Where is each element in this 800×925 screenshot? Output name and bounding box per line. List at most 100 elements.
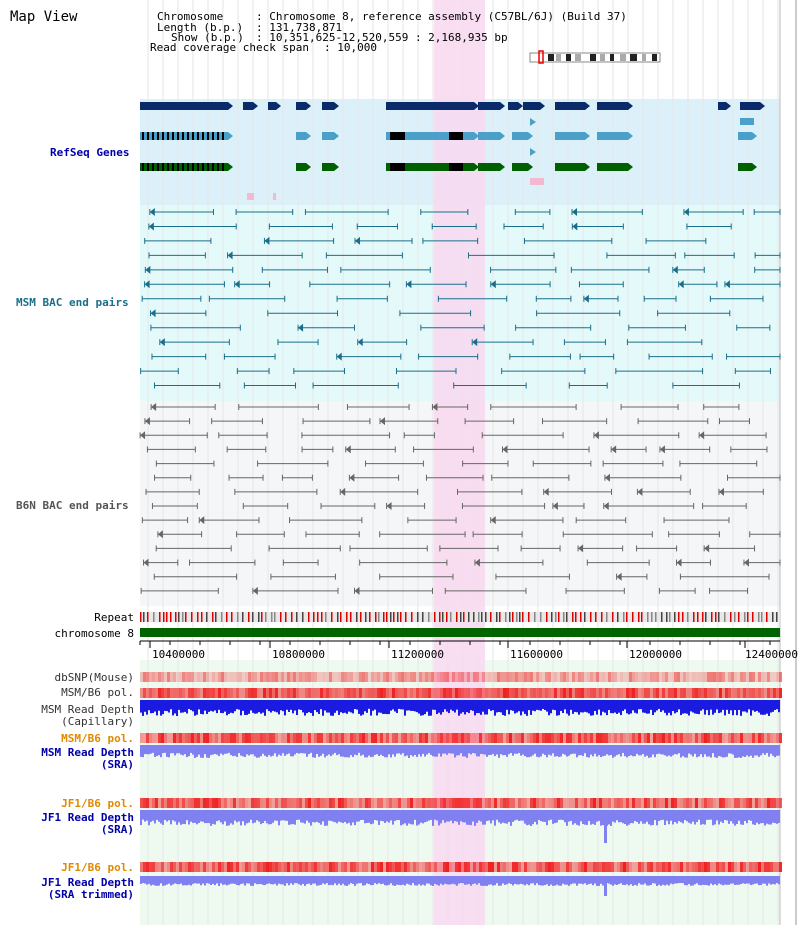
depth-bar [434, 700, 436, 710]
heat-cell [428, 862, 431, 872]
heat-cell [728, 688, 731, 698]
depth-bar [358, 810, 360, 822]
gene-block [738, 163, 752, 171]
depth-bar [678, 700, 680, 710]
depth-bar [486, 876, 488, 886]
chromosome-bar [140, 628, 780, 637]
heat-cell [737, 672, 740, 682]
depth-bar [566, 700, 568, 714]
repeat-mark [153, 612, 155, 622]
gene-block [530, 178, 544, 185]
depth-bar [226, 876, 228, 886]
heat-cell [395, 672, 398, 682]
depth-bar [378, 745, 380, 757]
depth-bar [590, 810, 592, 825]
depth-bar [368, 700, 370, 709]
depth-bar [744, 745, 746, 758]
heat-cell [731, 733, 734, 743]
depth-bar [338, 876, 340, 884]
heat-cell [548, 672, 551, 682]
heat-cell [335, 688, 338, 698]
heat-cell [521, 672, 524, 682]
heat-cell [188, 798, 191, 808]
heat-cell [254, 798, 257, 808]
depth-bar [356, 876, 358, 884]
heat-cell [485, 798, 488, 808]
depth-bar [358, 876, 360, 884]
depth-bar [570, 745, 572, 755]
depth-bar [148, 700, 150, 711]
heat-cell [545, 672, 548, 682]
depth-bar [690, 810, 692, 824]
depth-bar [326, 876, 328, 884]
repeat-mark [647, 612, 649, 622]
heat-cell [533, 688, 536, 698]
depth-bar [274, 700, 276, 712]
heat-cell [218, 688, 221, 698]
heat-cell [284, 672, 287, 682]
depth-bar [518, 810, 520, 821]
depth-bar [452, 700, 454, 711]
depth-bar [722, 876, 724, 886]
depth-bar [658, 700, 660, 709]
depth-bar [660, 810, 662, 821]
heat-cell [542, 672, 545, 682]
depth-bar [634, 876, 636, 885]
heat-cell [356, 688, 359, 698]
heat-cell [191, 733, 194, 743]
depth-bar [386, 810, 388, 822]
heat-cell [209, 733, 212, 743]
depth-bar [648, 876, 650, 886]
heat-cell [437, 672, 440, 682]
bac-arrow [616, 572, 622, 581]
depth-bar [584, 810, 586, 825]
depth-bar [472, 810, 474, 822]
heat-cell [407, 688, 410, 698]
depth-bar [340, 810, 342, 823]
heat-cell [548, 798, 551, 808]
depth-bar [590, 876, 592, 884]
heat-cell [326, 688, 329, 698]
heat-cell [302, 862, 305, 872]
heat-cell [674, 862, 677, 872]
depth-bar [758, 745, 760, 757]
heat-cell [716, 798, 719, 808]
depth-bar [384, 745, 386, 758]
depth-bar [224, 876, 226, 885]
heat-cell [776, 688, 779, 698]
depth-bar [232, 810, 234, 825]
depth-bar [708, 745, 710, 757]
depth-bar [388, 700, 390, 715]
heat-cell [251, 733, 254, 743]
depth-bar [598, 745, 600, 756]
heat-cell [263, 688, 266, 698]
heat-cell [575, 862, 578, 872]
repeat-mark [182, 612, 184, 622]
repeat-mark [572, 612, 574, 622]
gene-arrow [518, 102, 523, 110]
depth-bar [492, 876, 494, 886]
gene-block [555, 163, 585, 171]
depth-bar [308, 876, 310, 884]
heat-cell [341, 862, 344, 872]
depth-bar [690, 700, 692, 712]
bac-arrow [159, 338, 165, 347]
repeat-mark [350, 612, 352, 622]
heat-cell [701, 672, 704, 682]
repeat-mark [505, 612, 507, 622]
depth-bar [206, 700, 208, 714]
heat-cell [275, 688, 278, 698]
heat-cell [320, 672, 323, 682]
depth-bar [498, 810, 500, 823]
depth-bar [298, 745, 300, 754]
heat-cell [590, 862, 593, 872]
depth-bar [160, 810, 162, 824]
depth-bar [308, 745, 310, 755]
heat-cell [302, 672, 305, 682]
depth-bar [140, 876, 142, 884]
depth-bar [306, 745, 308, 757]
heat-cell [740, 733, 743, 743]
heat-cell [392, 672, 395, 682]
depth-bar [772, 745, 774, 756]
